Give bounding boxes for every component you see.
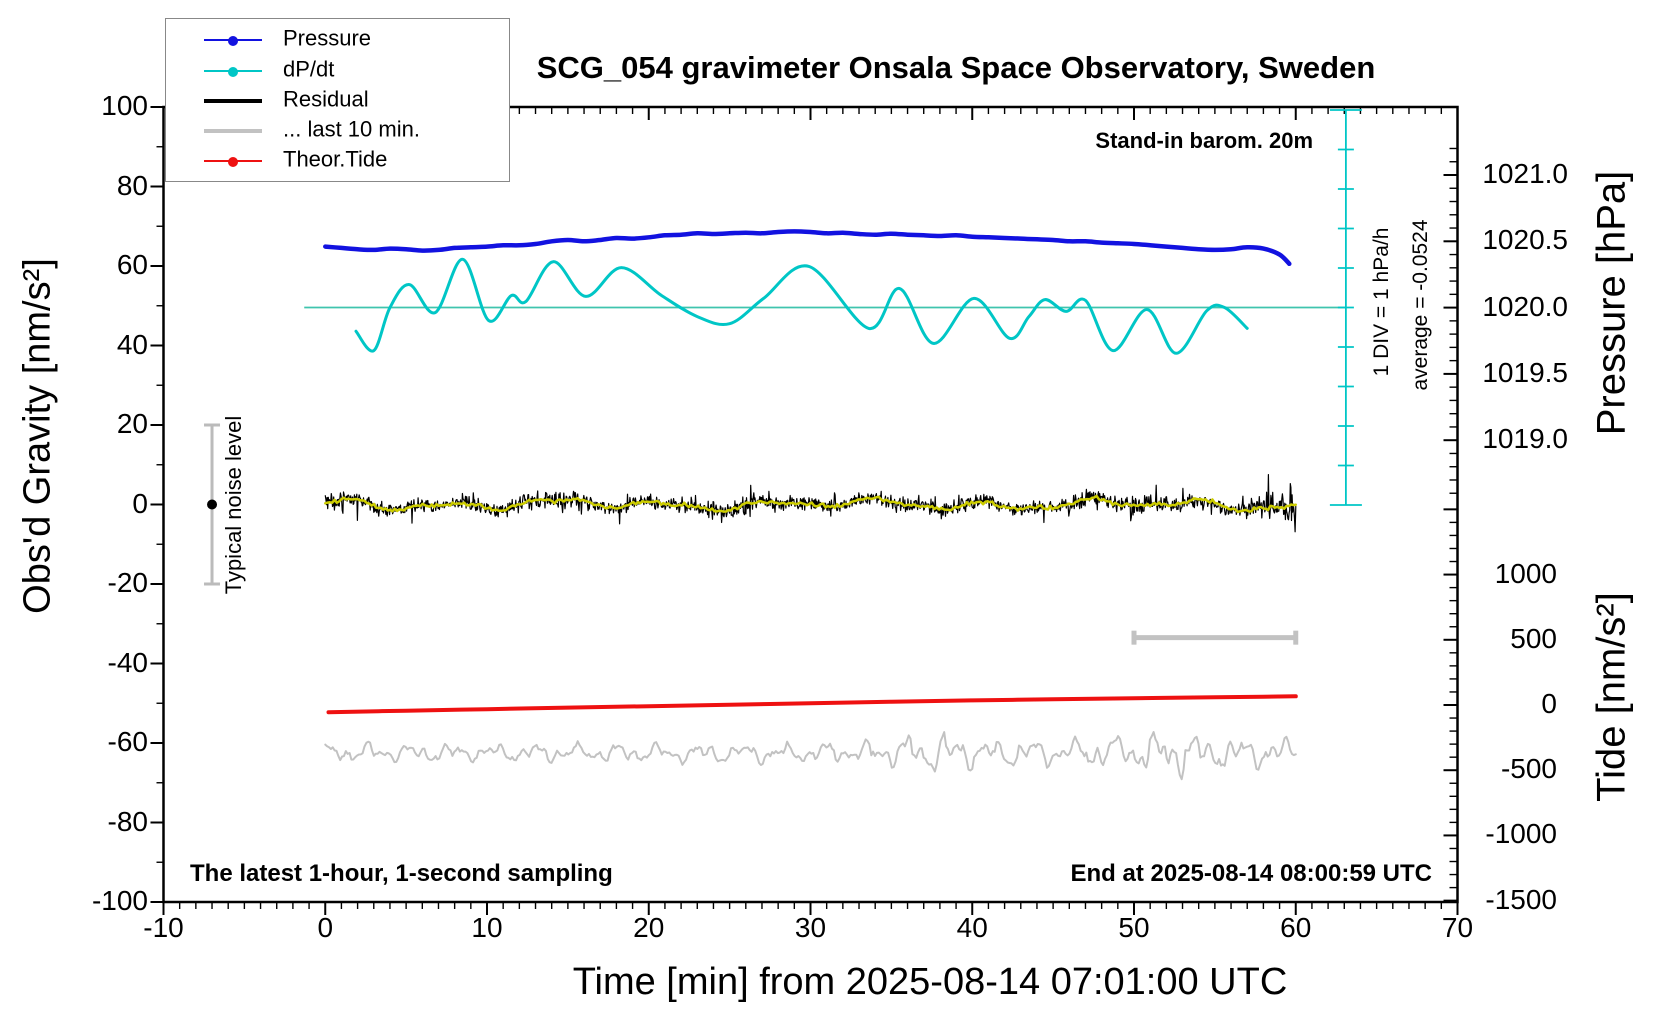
legend-label: Pressure	[283, 25, 372, 51]
x-tick-label: 40	[956, 912, 988, 943]
pressure-tick-label: 1020.5	[1482, 224, 1568, 256]
gravity-tick-label: 100	[101, 90, 148, 121]
x-tick-label: 10	[471, 912, 503, 943]
legend-marker-dot	[228, 157, 238, 167]
gravity-tick-label: -20	[107, 567, 148, 598]
legend-marker-dot	[228, 67, 238, 77]
legend-line-sample	[204, 67, 262, 77]
legend-label: Theor.Tide	[283, 146, 388, 172]
last10-curve	[324, 731, 1297, 781]
tide-tick-label: 1000	[1494, 557, 1557, 589]
tide-tick-label: 0	[1541, 688, 1557, 719]
gravity-tick-label: 60	[116, 249, 148, 280]
x-tick-label: 30	[794, 912, 827, 943]
legend-line-sample	[204, 36, 262, 46]
x-tick-label: 70	[1441, 912, 1474, 943]
x-tick-label: 60	[1280, 912, 1312, 943]
gravity-tick-label: -40	[107, 646, 148, 678]
x-tick-label: 50	[1118, 912, 1150, 943]
annotation-div-scale: 1 DIV = 1 hPa/h	[1370, 227, 1393, 377]
legend-label: ... last 10 min.	[283, 116, 420, 142]
annotation-typical-noise-level: Typical noise level	[221, 415, 246, 595]
dpdt-curve	[354, 257, 1249, 355]
legend-line-sample	[204, 99, 262, 103]
pressure-tick-label: 1021.0	[1482, 158, 1568, 189]
x-tick-label: 20	[633, 912, 665, 943]
pressure-curve	[323, 229, 1292, 267]
annotation-sampling: The latest 1-hour, 1-second sampling	[190, 860, 613, 887]
x-tick-label: 0	[317, 912, 334, 943]
x-tick-label: -10	[143, 912, 184, 943]
pressure-tick-label: 1019.0	[1482, 423, 1568, 455]
y-axis-title-gravity: Obs'd Gravity [nm/s²]	[16, 258, 59, 614]
annotation-end-time: End at 2025-08-14 08:00:59 UTC	[1070, 860, 1433, 887]
gravity-tick-label: -100	[91, 885, 148, 916]
gravity-tick-label: -80	[107, 805, 148, 837]
tide-tick-label: -500	[1500, 753, 1557, 785]
tide-curve	[326, 694, 1298, 715]
annotation-average: average = -0.0524	[1409, 219, 1432, 391]
legend-line-sample	[204, 157, 262, 167]
gravity-tick-label: 40	[116, 328, 148, 360]
legend-label: Residual	[283, 86, 369, 112]
gravity-tick-label: -60	[107, 726, 148, 757]
annotation-stand-in-barom: Stand-in barom. 20m	[1095, 128, 1313, 153]
legend-box: Pressure dP/dt Residual ... last 10 min. The…	[165, 18, 510, 182]
y-axis-title-pressure: Pressure [hPa]	[1589, 170, 1634, 436]
legend-marker-dot	[228, 36, 238, 46]
gravity-tick-label: 80	[116, 169, 148, 201]
plot-frame	[162, 105, 1459, 904]
tide-tick-label: -1500	[1485, 883, 1557, 915]
y-axis-title-tide: Tide [nm/s²]	[1589, 592, 1634, 802]
legend-label: dP/dt	[283, 56, 335, 82]
gravity-tick-label: 20	[116, 408, 148, 439]
noise-level-dot	[207, 499, 218, 510]
pressure-tick-label: 1019.5	[1482, 356, 1568, 388]
residual-smooth-curve	[324, 494, 1298, 514]
pressure-tick-label: 1020.0	[1482, 290, 1568, 322]
tide-tick-label: 500	[1510, 622, 1557, 654]
tide-tick-label: -1000	[1485, 818, 1557, 850]
chart-title: SCG_054 gravimeter Onsala Space Observat…	[536, 50, 1376, 85]
x-axis-title: Time [min] from 2025-08-14 07:01:00 UTC	[572, 961, 1288, 1003]
gravity-tick-label: 0	[132, 487, 148, 519]
legend-line-sample	[204, 129, 262, 133]
